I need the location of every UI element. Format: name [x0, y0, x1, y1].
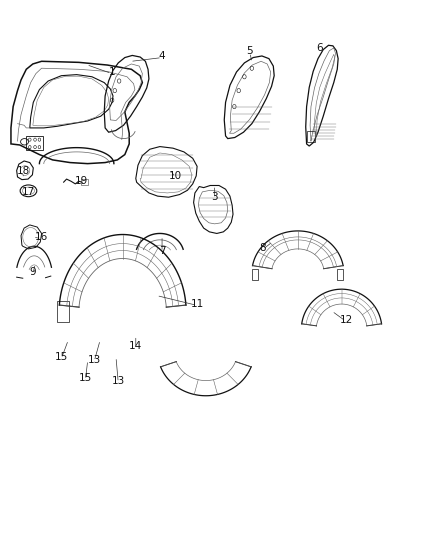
Text: 19: 19 [74, 176, 88, 186]
Text: 8: 8 [259, 243, 266, 253]
Text: 13: 13 [88, 355, 101, 365]
Text: 11: 11 [191, 299, 204, 309]
Text: 1: 1 [108, 67, 115, 77]
Text: 9: 9 [29, 267, 36, 277]
Text: 14: 14 [129, 342, 142, 351]
Text: 5: 5 [246, 46, 253, 55]
Text: 10: 10 [169, 171, 182, 181]
Text: 17: 17 [22, 187, 35, 197]
Text: 18: 18 [17, 166, 30, 175]
Text: 4: 4 [159, 51, 166, 61]
Text: 16: 16 [35, 232, 48, 242]
Text: 15: 15 [55, 352, 68, 362]
Text: 15: 15 [79, 374, 92, 383]
Text: 12: 12 [339, 315, 353, 325]
Text: 3: 3 [211, 192, 218, 202]
Text: 6: 6 [316, 43, 323, 53]
Text: 13: 13 [112, 376, 125, 386]
Text: 7: 7 [159, 246, 166, 255]
